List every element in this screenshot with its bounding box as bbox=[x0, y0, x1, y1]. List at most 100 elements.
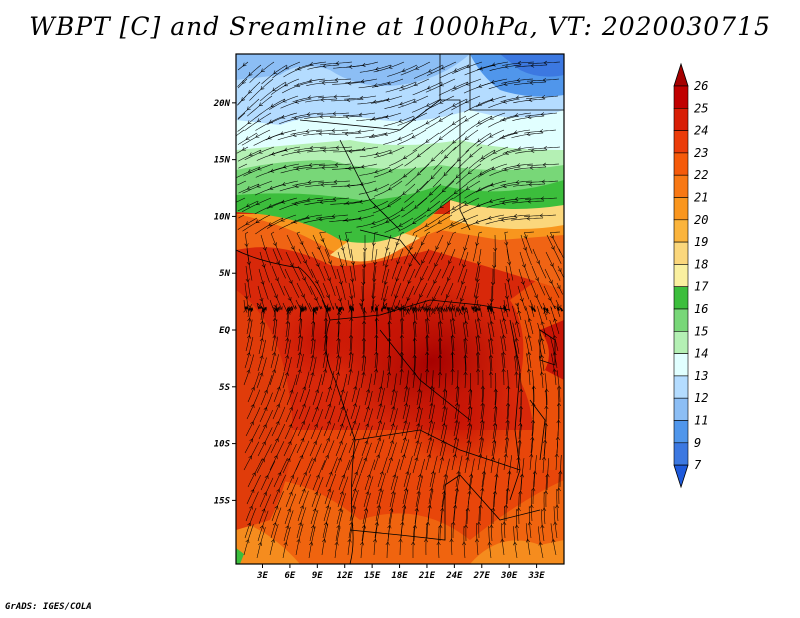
streamline-arrow bbox=[361, 62, 366, 67]
streamline-arrow bbox=[492, 422, 497, 427]
streamline-arrow bbox=[390, 423, 395, 428]
streamline-arrow bbox=[257, 302, 262, 307]
streamline bbox=[558, 248, 564, 258]
streamline-arrow bbox=[316, 245, 321, 250]
streamline-arrow bbox=[293, 116, 298, 121]
lon-tick-label: 30E bbox=[500, 571, 518, 581]
streamline-arrow bbox=[323, 317, 328, 322]
streamline-arrow bbox=[466, 439, 471, 444]
streamline-arrow bbox=[358, 112, 363, 117]
streamline-arrow bbox=[412, 354, 417, 359]
streamline-arrow bbox=[452, 85, 457, 90]
temperature-field bbox=[236, 54, 564, 564]
streamline-arrow bbox=[405, 470, 410, 475]
colorbar-label: 23 bbox=[694, 146, 708, 160]
streamline-arrow bbox=[260, 320, 265, 325]
streamline-arrow bbox=[326, 420, 331, 425]
streamline-arrow bbox=[501, 200, 506, 205]
streamline-arrow bbox=[299, 303, 303, 308]
streamline-arrow bbox=[420, 241, 425, 246]
streamline-arrow bbox=[514, 196, 519, 201]
streamline-arrow bbox=[541, 456, 547, 461]
streamline-arrow bbox=[440, 507, 445, 512]
streamline-arrow bbox=[383, 281, 388, 286]
streamline-arrow bbox=[245, 136, 250, 140]
streamline-arrow bbox=[464, 202, 469, 206]
streamline-arrow bbox=[272, 369, 276, 374]
streamline-arrow bbox=[534, 294, 538, 299]
streamline-arrow bbox=[359, 199, 363, 204]
streamline-arrow bbox=[375, 151, 379, 156]
streamline-arrow bbox=[439, 100, 444, 104]
streamline-arrow bbox=[443, 473, 448, 478]
streamline-arrow bbox=[250, 421, 254, 426]
streamline-arrow bbox=[453, 68, 458, 72]
streamline-arrow bbox=[261, 263, 266, 268]
streamline-arrow bbox=[264, 389, 268, 394]
streamline-arrow bbox=[412, 337, 417, 342]
streamline bbox=[237, 180, 247, 186]
streamline bbox=[237, 217, 258, 230]
streamline-arrow bbox=[362, 309, 367, 314]
streamline-arrow bbox=[285, 320, 290, 325]
streamline-arrow bbox=[328, 471, 333, 476]
streamline bbox=[238, 183, 260, 194]
streamline-arrow bbox=[492, 150, 497, 154]
streamline-arrow bbox=[340, 389, 345, 393]
streamline-arrow bbox=[371, 116, 376, 121]
streamline-arrow bbox=[250, 489, 255, 493]
streamline-arrow bbox=[452, 453, 457, 458]
streamline-arrow bbox=[360, 164, 365, 169]
streamline-arrow bbox=[424, 223, 429, 227]
streamline-arrow bbox=[272, 317, 277, 322]
streamline-arrow bbox=[554, 304, 558, 309]
streamline-arrow bbox=[272, 334, 277, 339]
streamline-arrow bbox=[273, 242, 277, 247]
streamline-arrow bbox=[465, 507, 470, 512]
streamline-arrow bbox=[320, 182, 325, 187]
streamline-arrow bbox=[503, 167, 508, 172]
streamline-arrow bbox=[312, 457, 317, 462]
streamline-arrow bbox=[404, 385, 409, 390]
streamline-arrow bbox=[489, 524, 494, 529]
streamline-arrow bbox=[441, 188, 446, 193]
streamline-arrow bbox=[523, 235, 528, 240]
streamline-arrow bbox=[391, 405, 396, 410]
streamline-arrow bbox=[361, 354, 366, 359]
streamline-arrow bbox=[246, 106, 251, 111]
streamline-arrow bbox=[287, 309, 292, 314]
streamline-arrow bbox=[257, 118, 262, 122]
streamline-arrow bbox=[247, 169, 252, 173]
streamline-arrow bbox=[428, 436, 433, 441]
streamline-arrow bbox=[412, 116, 417, 121]
streamline-arrow bbox=[406, 297, 411, 302]
streamline-arrow bbox=[429, 191, 434, 196]
streamline-arrow bbox=[307, 95, 312, 100]
streamline-arrow bbox=[505, 487, 510, 492]
streamline-arrow bbox=[421, 259, 425, 264]
colorbar-label: 11 bbox=[694, 414, 708, 428]
streamline-arrow bbox=[436, 541, 441, 546]
streamline-arrow bbox=[528, 304, 533, 309]
streamline-arrow bbox=[503, 82, 508, 86]
streamline-arrow bbox=[440, 82, 444, 87]
streamline-arrow bbox=[322, 63, 327, 69]
streamline-arrow bbox=[490, 456, 495, 461]
streamline-arrow bbox=[415, 65, 420, 70]
streamline-arrow bbox=[516, 456, 521, 461]
streamline-arrow bbox=[348, 351, 353, 356]
streamline-arrow bbox=[260, 68, 265, 73]
streamline-arrow bbox=[245, 278, 250, 283]
streamline-arrow bbox=[309, 145, 314, 150]
streamline-arrow bbox=[540, 112, 545, 117]
streamline-arrow bbox=[262, 246, 267, 251]
streamline-arrow bbox=[480, 487, 485, 492]
streamline-arrow bbox=[332, 111, 337, 116]
streamline-arrow bbox=[520, 280, 525, 285]
streamline-arrow bbox=[335, 145, 340, 150]
streamline-arrow bbox=[513, 541, 518, 546]
streamline-arrow bbox=[445, 305, 450, 310]
streamline-arrow bbox=[538, 541, 543, 546]
streamline-arrow bbox=[289, 389, 294, 394]
streamline-arrow bbox=[335, 371, 340, 376]
